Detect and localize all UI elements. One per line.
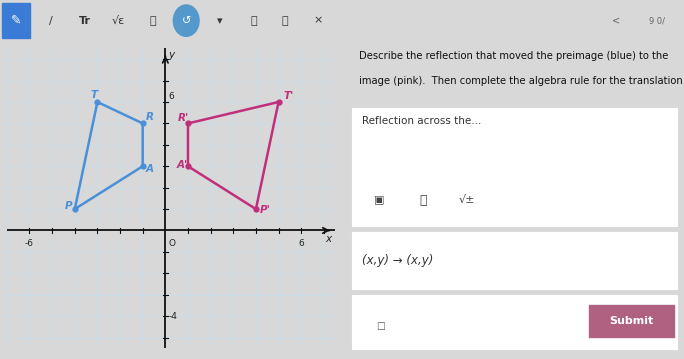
- Text: 🖊: 🖊: [149, 16, 156, 25]
- Text: -4: -4: [168, 312, 177, 321]
- Text: ☐: ☐: [377, 322, 385, 332]
- Text: R': R': [178, 113, 189, 123]
- Text: Describe the reflection that moved the preimage (blue) to the: Describe the reflection that moved the p…: [359, 51, 668, 61]
- Bar: [406, 181, 440, 219]
- Bar: [363, 311, 399, 343]
- Text: T': T': [283, 91, 293, 101]
- Text: R: R: [146, 112, 154, 122]
- Text: ⌢: ⌢: [250, 16, 257, 25]
- Text: √±: √±: [459, 195, 475, 205]
- Text: ✎: ✎: [11, 14, 21, 27]
- Text: ↺: ↺: [181, 16, 191, 25]
- Text: P': P': [259, 205, 270, 215]
- Text: ▣: ▣: [374, 195, 384, 205]
- Text: /: /: [49, 16, 53, 25]
- Circle shape: [173, 5, 199, 36]
- Text: 6: 6: [298, 239, 304, 248]
- Text: T: T: [90, 90, 98, 100]
- Text: A: A: [146, 164, 154, 174]
- Bar: [1, 3, 31, 38]
- Text: (x,y) → (x,y): (x,y) → (x,y): [363, 254, 434, 267]
- Text: ⤓: ⤓: [419, 194, 427, 207]
- Text: Reflection across the...: Reflection across the...: [363, 116, 482, 126]
- Text: P: P: [64, 201, 73, 211]
- Bar: [352, 295, 677, 349]
- Text: x: x: [326, 234, 332, 244]
- Text: image (pink).  Then complete the algebra rule for the translation.: image (pink). Then complete the algebra …: [359, 76, 684, 86]
- Text: √ε: √ε: [112, 16, 125, 25]
- Text: 9 0/: 9 0/: [649, 16, 665, 25]
- Text: Tr: Tr: [79, 16, 91, 25]
- Text: <: <: [612, 16, 620, 25]
- Text: ⌢: ⌢: [281, 16, 288, 25]
- Bar: [589, 305, 674, 337]
- Bar: [352, 108, 677, 225]
- Text: ▾: ▾: [218, 16, 223, 25]
- Text: -6: -6: [25, 239, 34, 248]
- Text: A': A': [176, 160, 188, 171]
- Bar: [363, 181, 396, 219]
- Text: y: y: [169, 50, 175, 60]
- Bar: [450, 181, 484, 219]
- Text: ×: ×: [313, 16, 323, 25]
- Text: O: O: [168, 239, 175, 248]
- Bar: [352, 232, 677, 289]
- Text: Submit: Submit: [609, 316, 654, 326]
- Text: 6: 6: [168, 92, 174, 101]
